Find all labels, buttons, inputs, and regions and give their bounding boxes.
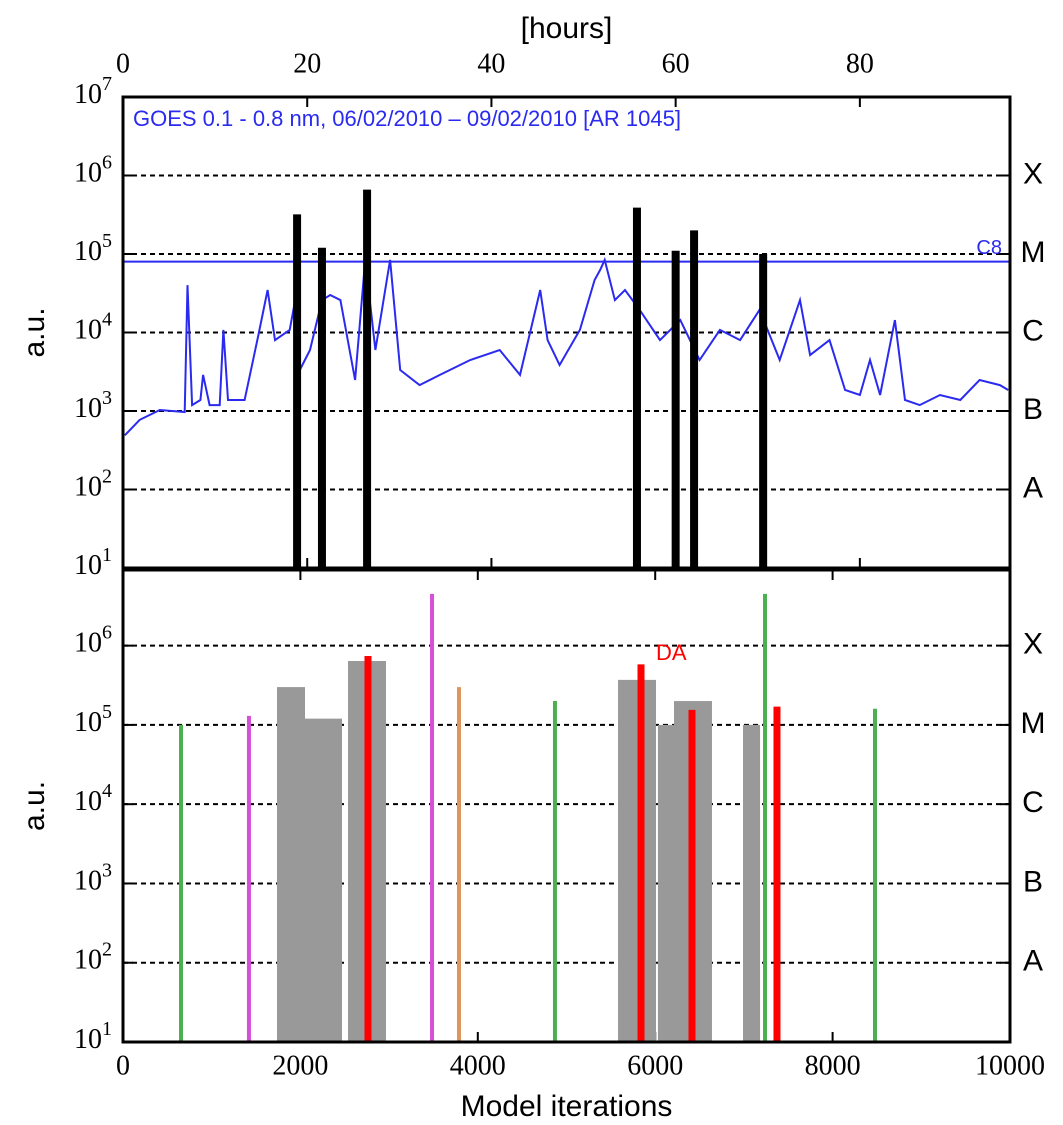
class-label: C [1022,314,1044,347]
y-tick-label: 101 [74,1018,112,1056]
y-tick-label: 106 [74,621,112,659]
x-tick-label: 0 [116,1050,130,1081]
chart-title: GOES 0.1 - 0.8 nm, 06/02/2010 – 09/02/20… [133,106,681,131]
gray-block [743,724,761,1042]
x-tick-label: 10000 [975,1050,1045,1081]
y-tick-label: 105 [74,230,112,268]
class-label: A [1023,945,1043,978]
x-axis-label: [hours] [521,12,613,45]
x-tick-label: 4000 [450,1050,506,1081]
plot-frame [121,568,1012,1044]
y-tick-label: 104 [74,308,112,346]
y-axis-label: a.u. [18,307,51,357]
class-label: A [1023,471,1043,504]
plot-area [179,593,877,1042]
annotation: DA [656,640,687,665]
x-tick-label: 8000 [805,1050,861,1081]
y-tick-label: 103 [74,387,112,425]
plot-frame [121,95,1012,570]
class-label: M [1021,707,1046,740]
y-tick-label: 104 [74,780,112,818]
x-tick-label: 6000 [627,1050,683,1081]
class-label: B [1023,865,1043,898]
x-tick-label: 20 [293,48,321,79]
x-tick-label: 80 [846,48,874,79]
x-tick-label: 0 [116,48,130,79]
gray-block [305,718,343,1042]
y-axis-label: a.u. [18,781,51,831]
y-tick-label: 103 [74,859,112,897]
goes-curve [124,256,1009,436]
plot-area [123,189,1010,568]
y-tick-label: 105 [74,701,112,739]
x-tick-label: 40 [477,48,505,79]
x-tick-label: 2000 [272,1050,328,1081]
y-tick-label: 107 [74,73,112,111]
threshold-label: C8 [976,237,1002,259]
y-tick-label: 106 [74,151,112,189]
class-label: M [1021,236,1046,269]
x-tick-label: 60 [662,48,690,79]
gray-block [657,724,675,1042]
class-label: B [1023,393,1043,426]
x-axis-label: Model iterations [461,1090,673,1123]
gray-block [276,687,306,1042]
class-label: X [1023,157,1043,190]
class-label: C [1022,786,1044,819]
gray-block [618,679,656,1042]
y-tick-label: 101 [74,544,112,582]
y-tick-label: 102 [74,465,112,503]
class-label: X [1023,628,1043,661]
y-tick-label: 102 [74,938,112,976]
